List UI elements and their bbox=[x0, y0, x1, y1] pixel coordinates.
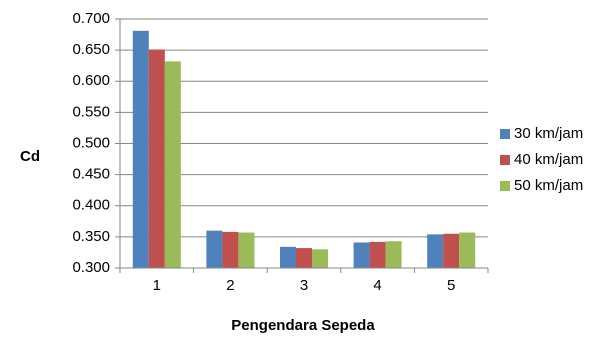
bar bbox=[238, 232, 255, 268]
bar bbox=[296, 248, 312, 268]
y-tick-label: 0.700 bbox=[72, 10, 110, 27]
bar bbox=[206, 230, 223, 268]
tick-labels: 0.300 0.350 0.400 0.450 0.500 0.550 0.600 0.650… bbox=[72, 10, 455, 294]
y-tick-label: 0.300 bbox=[72, 259, 110, 276]
x-tick-label: 5 bbox=[447, 277, 455, 294]
bar bbox=[312, 249, 328, 268]
legend-swatch bbox=[500, 181, 510, 191]
bar bbox=[132, 30, 149, 268]
bar bbox=[443, 233, 460, 268]
bar bbox=[427, 234, 444, 268]
bar bbox=[459, 232, 476, 268]
legend-label: 40 km/jam bbox=[514, 151, 583, 168]
bar bbox=[222, 231, 239, 268]
gridlines bbox=[120, 18, 488, 238]
y-axis-title: Cd bbox=[20, 148, 40, 165]
legend: 30 km/jam 40 km/jam 50 km/jam bbox=[500, 125, 583, 194]
y-tick-label: 0.400 bbox=[72, 197, 110, 214]
legend-label: 50 km/jam bbox=[514, 177, 583, 194]
bar bbox=[164, 61, 181, 268]
y-tick-label: 0.350 bbox=[72, 228, 110, 245]
x-tick-label: 4 bbox=[373, 277, 381, 294]
y-tick-label: 0.650 bbox=[72, 41, 110, 58]
y-tick-label: 0.600 bbox=[72, 72, 110, 89]
legend-label: 30 km/jam bbox=[514, 125, 583, 142]
y-tick-label: 0.500 bbox=[72, 134, 110, 151]
bar bbox=[148, 49, 165, 268]
bar bbox=[280, 246, 296, 268]
legend-swatch bbox=[500, 155, 510, 165]
bars bbox=[132, 30, 476, 268]
bar bbox=[385, 241, 402, 268]
y-tick-label: 0.550 bbox=[72, 103, 110, 120]
y-tick-label: 0.450 bbox=[72, 166, 110, 183]
bar bbox=[353, 242, 370, 268]
legend-swatch bbox=[500, 129, 510, 139]
bar bbox=[369, 241, 386, 268]
x-tick-label: 1 bbox=[153, 277, 161, 294]
x-tick-label: 2 bbox=[226, 277, 234, 294]
axes bbox=[115, 18, 489, 273]
x-axis-title: Pengendara Sepeda bbox=[231, 317, 375, 334]
x-tick-label: 3 bbox=[300, 277, 308, 294]
